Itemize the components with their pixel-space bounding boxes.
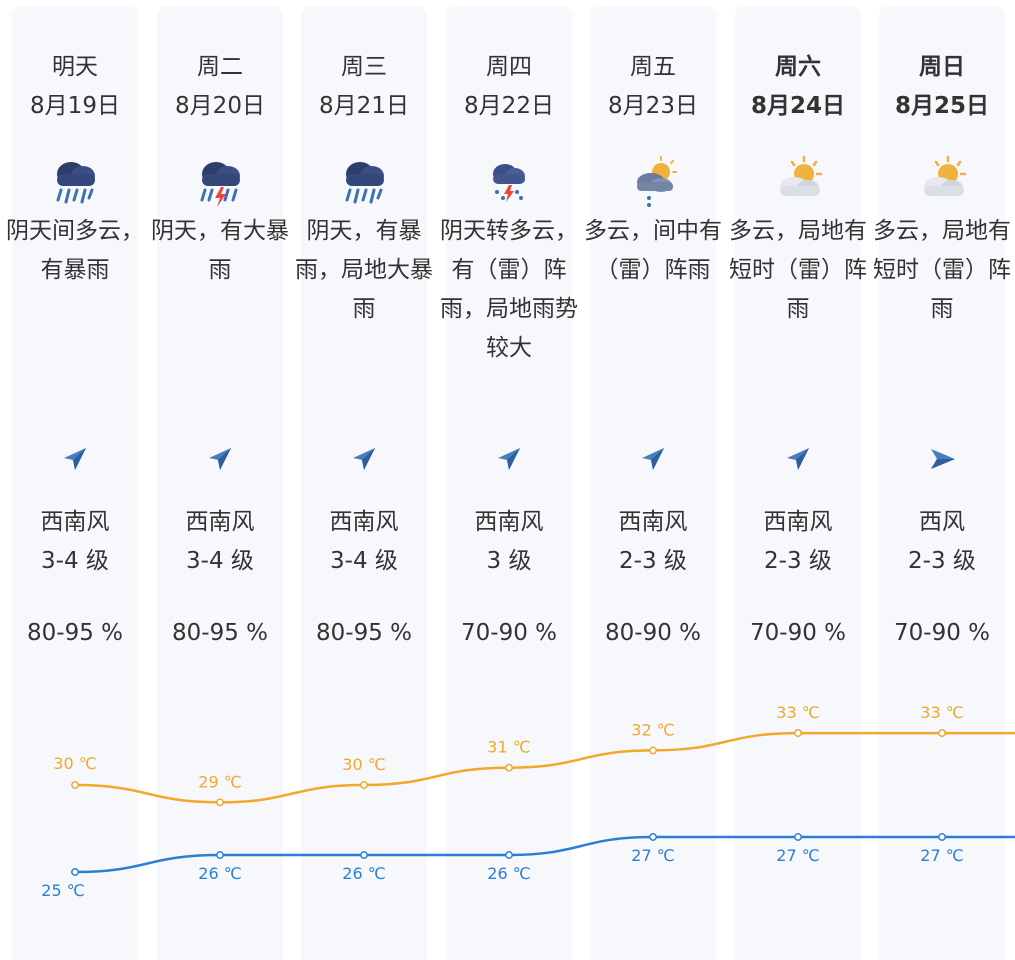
wind-level: 3-4 级 [186,548,254,574]
wind-level: 3 级 [486,548,532,574]
humidity: 80-90 % [605,620,701,646]
forecast-day-column: 周六 8月24日 多云，局地有短时（雷）阵雨 西南风 2-3 级 70-90 % [729,6,867,960]
day-header: 周五 8月23日 [590,48,716,126]
heavy-rain-icon [45,152,105,212]
southwest-wind-arrow-icon [494,444,524,474]
day-date: 8月20日 [175,93,265,119]
wind-info: 西南风 3-4 级 [301,503,427,581]
thunder-shower-icon [479,152,539,212]
humidity: 80-95 % [172,620,268,646]
day-header: 明天 8月19日 [12,48,138,126]
day-of-week: 明天 [52,54,98,80]
day-header: 周二 8月20日 [157,48,283,126]
forecast-day-column: 明天 8月19日 阴天间多云，有暴雨 西南风 3-4 级 80-95 % [6,6,144,960]
wind-level: 2-3 级 [764,548,832,574]
weather-description: 多云，局地有短时（雷）阵雨 [729,218,867,322]
day-date: 8月25日 [894,93,989,119]
day-of-week: 周六 [775,54,821,80]
humidity: 80-95 % [316,620,412,646]
day-header: 周日 8月25日 [879,48,1005,126]
humidity: 70-90 % [894,620,990,646]
day-date: 8月22日 [464,93,554,119]
forecast-day-column: 周三 8月21日 阴天，有暴雨，局地大暴雨 西南风 3-4 级 80-95 % [295,6,433,960]
weather-description: 阴天，有暴雨，局地大暴雨 [295,218,433,322]
weather-description: 阴天，有大暴雨 [151,218,289,283]
southwest-wind-arrow-icon [205,444,235,474]
west-wind-arrow-icon [927,444,957,474]
wind-direction: 西南风 [474,509,544,535]
wind-direction: 西南风 [763,509,833,535]
wind-direction: 西南风 [40,509,110,535]
partly-cloudy-shower-icon [623,152,683,212]
weather-description: 多云，间中有（雷）阵雨 [584,218,722,283]
wind-level: 2-3 级 [619,548,687,574]
day-of-week: 周五 [630,54,676,80]
day-of-week: 周三 [341,54,387,80]
wind-info: 西南风 3-4 级 [12,503,138,581]
day-header: 周六 8月24日 [735,48,861,126]
day-of-week: 周日 [919,54,965,80]
wind-info: 西南风 2-3 级 [735,503,861,581]
wind-direction: 西南风 [329,509,399,535]
day-of-week: 周四 [486,54,532,80]
day-date: 8月21日 [319,93,409,119]
wind-info: 西南风 2-3 级 [590,503,716,581]
forecast-day-column: 周五 8月23日 多云，间中有（雷）阵雨 西南风 2-3 级 80-90 % [584,6,722,960]
wind-direction: 西风 [919,509,965,535]
humidity: 80-95 % [27,620,123,646]
southwest-wind-arrow-icon [60,444,90,474]
weather-description: 阴天转多云，有（雷）阵雨，局地雨势较大 [440,218,578,361]
southwest-wind-arrow-icon [638,444,668,474]
wind-level: 3-4 级 [41,548,109,574]
day-date: 8月24日 [750,93,845,119]
wind-direction: 西南风 [618,509,688,535]
heavy-rain-icon [334,152,394,212]
day-header: 周四 8月22日 [446,48,572,126]
forecast-day-column: 周二 8月20日 阴天，有大暴雨 西南风 3-4 级 80-95 % [151,6,289,960]
partly-cloudy-sun-icon [912,152,972,212]
weather-description: 阴天间多云，有暴雨 [6,218,144,283]
day-header: 周三 8月21日 [301,48,427,126]
humidity: 70-90 % [461,620,557,646]
humidity: 70-90 % [750,620,846,646]
day-date: 8月23日 [608,93,698,119]
southwest-wind-arrow-icon [783,444,813,474]
wind-level: 3-4 级 [330,548,398,574]
forecast-day-column: 周日 8月25日 多云，局地有短时（雷）阵雨 西风 2-3 级 70-90 % [873,6,1011,960]
wind-info: 西南风 3-4 级 [157,503,283,581]
wind-direction: 西南风 [185,509,255,535]
wind-info: 西风 2-3 级 [879,503,1005,581]
southwest-wind-arrow-icon [349,444,379,474]
day-of-week: 周二 [197,54,243,80]
partly-cloudy-sun-icon [768,152,828,212]
forecast-day-column: 周四 8月22日 阴天转多云，有（雷）阵雨，局地雨势较大 西南风 3 级 70-… [440,6,578,960]
wind-info: 西南风 3 级 [446,503,572,581]
day-date: 8月19日 [30,93,120,119]
weather-description: 多云，局地有短时（雷）阵雨 [873,218,1011,322]
thunderstorm-rain-icon [190,152,250,212]
wind-level: 2-3 级 [908,548,976,574]
